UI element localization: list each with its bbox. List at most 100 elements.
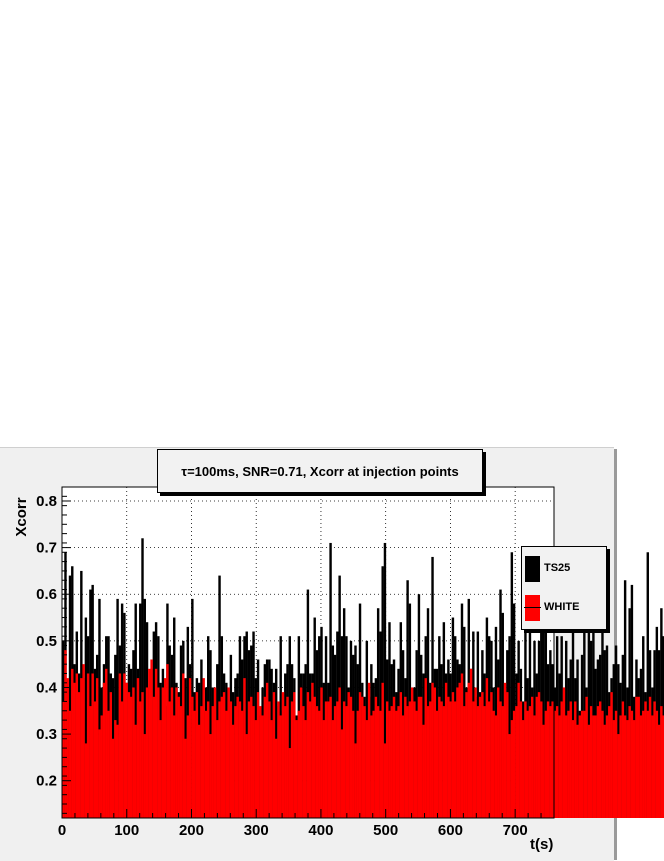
- bar-white: [447, 696, 450, 818]
- bar-white: [397, 706, 400, 818]
- bar-ts25: [587, 617, 591, 818]
- bar-white: [295, 720, 298, 818]
- bar-white: [453, 701, 457, 818]
- bar-white: [227, 687, 230, 818]
- bar-white: [515, 706, 518, 818]
- bar-white: [279, 715, 282, 818]
- bar-white: [365, 720, 369, 818]
- y-axis-label: Xcorr: [13, 497, 30, 536]
- bar-white: [281, 692, 285, 818]
- legend-entry-ts25: TS25: [522, 554, 606, 584]
- x-tick-label: 300: [244, 822, 269, 839]
- bar-white: [639, 715, 643, 818]
- bar-white: [80, 678, 83, 818]
- bar-white: [136, 678, 140, 818]
- bar-ts25: [623, 580, 627, 818]
- bar-white: [220, 696, 224, 818]
- bar-white: [184, 738, 187, 818]
- bar-white: [553, 710, 557, 818]
- bar-white: [66, 678, 69, 818]
- bar-white: [73, 682, 76, 818]
- bar-white: [272, 692, 276, 818]
- bar-white: [116, 724, 119, 818]
- bar-white: [290, 701, 294, 818]
- bar-white: [660, 706, 663, 818]
- bar-white: [526, 710, 529, 818]
- bar-white: [621, 701, 625, 818]
- bar-white: [419, 696, 423, 818]
- bar-white: [62, 701, 65, 818]
- y-tick-label: 0.5: [36, 633, 57, 650]
- bar-white: [191, 696, 194, 818]
- bar-white: [551, 701, 554, 818]
- bar-white: [313, 696, 316, 818]
- chart-title-box: τ=100ms, SNR=0.71, Xcorr at injection po…: [157, 449, 483, 493]
- bar-ts25: [218, 575, 221, 818]
- bar-white: [610, 692, 613, 818]
- y-tick-label: 0.2: [36, 773, 57, 790]
- bar-white: [438, 696, 441, 818]
- bar-white: [560, 701, 563, 818]
- bar-white: [404, 696, 407, 818]
- bar-white: [555, 706, 559, 818]
- bar-white: [120, 701, 124, 818]
- bar-white: [86, 673, 90, 818]
- bar-white: [98, 729, 101, 818]
- bar-white: [311, 682, 314, 818]
- bar-white: [435, 710, 439, 818]
- bar-white: [469, 668, 473, 818]
- bar-ts25: [508, 636, 511, 818]
- y-tick-label: 0.3: [36, 726, 57, 743]
- bar-ts25: [340, 636, 344, 818]
- bar-white: [648, 696, 652, 818]
- bar-white: [261, 715, 264, 818]
- bar-white: [288, 748, 291, 818]
- bar-white: [388, 710, 391, 818]
- bar-white: [426, 706, 430, 818]
- bar-white: [644, 701, 647, 818]
- bar-ts25: [510, 552, 514, 818]
- bar-white: [517, 682, 520, 818]
- bar-white: [472, 701, 475, 818]
- bar-white: [141, 692, 144, 818]
- bar-white: [173, 715, 176, 818]
- bar-white: [381, 682, 384, 818]
- bar-white: [68, 710, 72, 818]
- bar-white: [399, 692, 403, 818]
- bar-white: [401, 715, 405, 818]
- bar-ts25: [288, 636, 291, 818]
- bar-ts25: [209, 650, 212, 818]
- bar-white: [623, 715, 627, 818]
- bar-ts25: [540, 556, 543, 818]
- bar-white: [444, 682, 448, 818]
- bar-white: [379, 710, 382, 818]
- bar-white: [324, 701, 328, 818]
- bar-white: [657, 724, 661, 818]
- bar-white: [84, 743, 88, 818]
- bar-white: [429, 701, 432, 818]
- bar-white: [252, 706, 255, 818]
- bar-white: [628, 706, 631, 818]
- bar-white: [331, 720, 335, 818]
- x-tick-label: 500: [373, 822, 398, 839]
- bar-white: [487, 701, 491, 818]
- bar-white: [333, 706, 337, 818]
- bar-white: [546, 701, 550, 818]
- bar-white: [352, 710, 355, 818]
- bar-white: [345, 706, 348, 818]
- bar-white: [211, 706, 214, 818]
- bar-ts25: [84, 617, 88, 818]
- bar-white: [565, 715, 568, 818]
- bar-white: [533, 715, 536, 818]
- bar-white: [297, 710, 301, 818]
- legend-swatch-ts25: [525, 556, 540, 582]
- bar-white: [653, 701, 656, 818]
- bar-white: [302, 706, 305, 818]
- bar-white: [250, 696, 253, 818]
- bar-white: [129, 696, 133, 818]
- bar-white: [139, 701, 142, 818]
- bar-white: [89, 706, 92, 818]
- bar-white: [406, 706, 409, 818]
- bar-white: [93, 701, 97, 818]
